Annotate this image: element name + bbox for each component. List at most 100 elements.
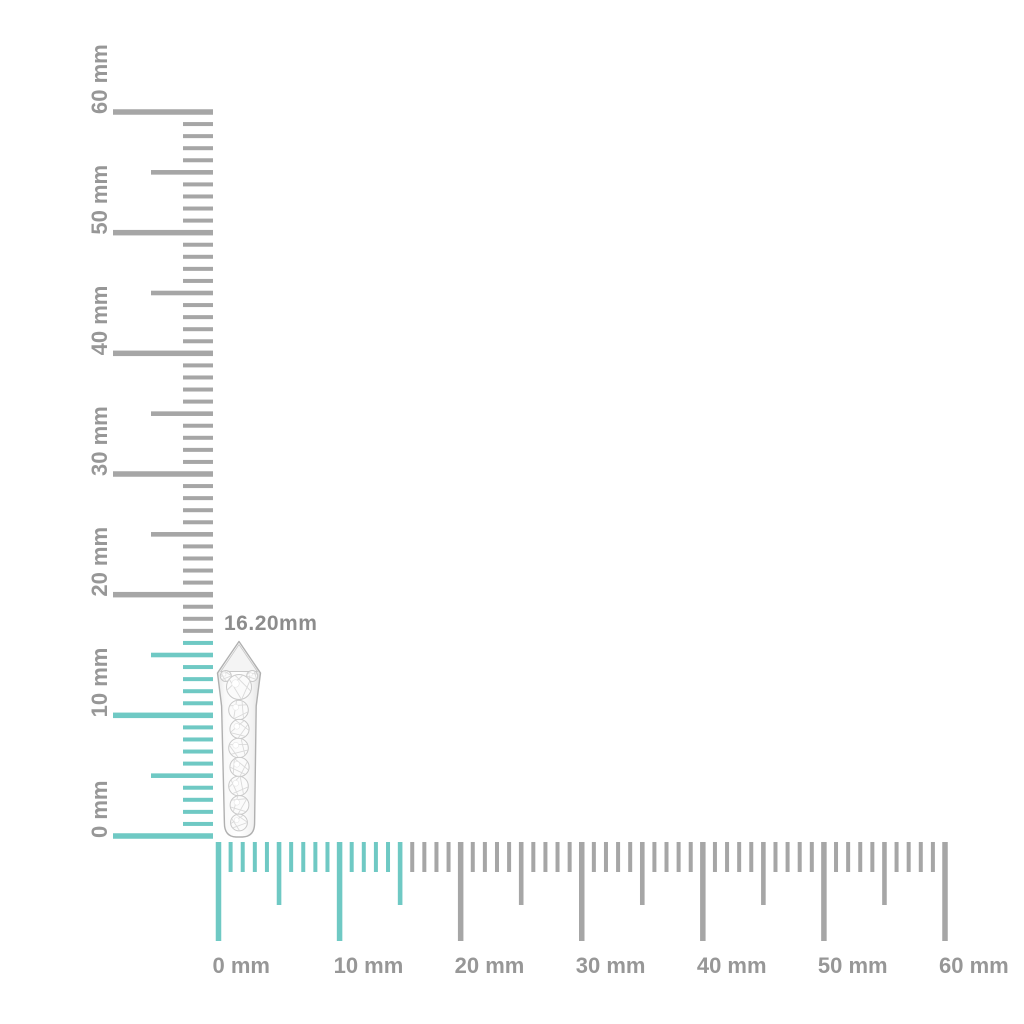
ruler-tick (183, 616, 213, 621)
ruler-tick (797, 842, 802, 872)
horizontal-ruler-label: 30 mm (576, 953, 646, 978)
ruler-tick (712, 842, 717, 872)
ruler-tick (240, 842, 245, 872)
ruler-tick (639, 842, 645, 905)
ruler-tick (386, 842, 391, 872)
ruler-tick (151, 652, 213, 658)
ruler-tick (785, 842, 790, 872)
horizontal-ruler-label: 20 mm (455, 953, 525, 978)
vertical-ruler-label: 60 mm (87, 44, 112, 114)
ruler-tick (313, 842, 318, 872)
ruler-tick (228, 842, 233, 872)
ruler-tick (531, 842, 536, 872)
horizontal-ruler-label: 10 mm (334, 953, 404, 978)
ruler-tick (183, 821, 213, 826)
vertical-ruler-label: 50 mm (87, 165, 112, 235)
ruler-tick (289, 842, 294, 872)
ruler-tick (834, 842, 839, 872)
ruler-tick (183, 701, 213, 706)
ruler-tick (700, 842, 706, 941)
ruler-tick (183, 797, 213, 802)
ruler-tick (252, 842, 257, 872)
diamond-stone (229, 756, 250, 778)
horizontal-ruler-label: 0 mm (213, 953, 270, 978)
ruler-tick (276, 842, 282, 905)
ruler-tick (113, 712, 213, 719)
ruler-tick (183, 266, 213, 271)
ruler-tick (183, 508, 213, 513)
horizontal-ruler-label: 60 mm (939, 953, 1009, 978)
ruler-tick (264, 842, 269, 872)
ruler-tick (215, 842, 222, 941)
vertical-ruler: 0 mm 10 mm 20 mm 30 mm 40 mm 50 mm 60 mm (87, 44, 213, 839)
vertical-ruler-label: 40 mm (87, 286, 112, 356)
ruler-tick (183, 134, 213, 139)
diamond-stone (228, 737, 249, 759)
ruler-tick (183, 435, 213, 440)
ruler-tick (183, 315, 213, 320)
ruler-tick (628, 842, 633, 872)
ruler-tick (761, 842, 766, 905)
ruler-tick (918, 842, 923, 872)
pave-diamond-drop-earring (216, 640, 262, 838)
ruler-tick (410, 842, 415, 872)
ruler-tick (809, 842, 814, 872)
ruler-tick (183, 206, 213, 211)
ruler-tick (470, 842, 475, 872)
vertical-ruler-label: 10 mm (87, 648, 112, 718)
ruler-tick (183, 303, 213, 308)
ruler-tick (183, 640, 213, 645)
ruler-tick (616, 842, 621, 872)
ruler-tick (113, 109, 213, 115)
ruler-tick (482, 842, 487, 872)
ruler-tick (183, 459, 213, 464)
ruler-tick (183, 375, 213, 380)
ruler-tick (579, 842, 585, 941)
ruler-tick (151, 411, 213, 416)
dimension-label: 16.20mm (224, 612, 318, 635)
ruler-tick (183, 604, 213, 609)
ruler-tick (688, 842, 693, 872)
ruler-tick (882, 842, 887, 905)
ruler-tick (183, 556, 213, 561)
ruler-tick (676, 842, 681, 872)
ruler-tick (942, 842, 948, 941)
ruler-tick (113, 591, 213, 598)
ruler-tick (183, 447, 213, 452)
ruler-tick (183, 423, 213, 428)
ruler-tick (349, 842, 354, 872)
ruler-tick (151, 532, 213, 537)
ruler-tick (737, 842, 742, 872)
diamond-stone (246, 670, 259, 682)
ruler-tick (183, 689, 213, 694)
ruler-tick (183, 146, 213, 151)
ruler-tick (870, 842, 875, 872)
ruler-tick (183, 339, 213, 344)
horizontal-ruler-label: 50 mm (818, 953, 888, 978)
ruler-tick (773, 842, 778, 872)
ruler-tick (183, 218, 213, 223)
ruler-tick (183, 749, 213, 754)
ruler-tick (725, 842, 730, 872)
ruler-tick (361, 842, 366, 872)
ruler-tick (183, 520, 213, 525)
diamond-stone (228, 699, 249, 721)
diamond-stone (230, 813, 248, 832)
ruler-tick (373, 842, 378, 872)
ruler-tick (183, 725, 213, 730)
ruler-tick (183, 544, 213, 549)
ruler-tick (336, 842, 343, 941)
ruler-tick (183, 254, 213, 259)
ruler-tick (858, 842, 863, 872)
ruler-tick (591, 842, 596, 872)
ruler-tick (846, 842, 851, 872)
ruler-tick (113, 471, 213, 477)
ruler-tick (457, 842, 464, 941)
ruler-tick (183, 665, 213, 670)
vertical-ruler-label: 20 mm (87, 527, 112, 597)
horizontal-ruler: 0 mm 10 mm 20 mm 30 mm 40 mm 50 mm 60 mm (213, 842, 1009, 978)
ruler-tick (183, 399, 213, 404)
ruler-tick (183, 677, 213, 682)
ruler-tick (518, 842, 524, 905)
